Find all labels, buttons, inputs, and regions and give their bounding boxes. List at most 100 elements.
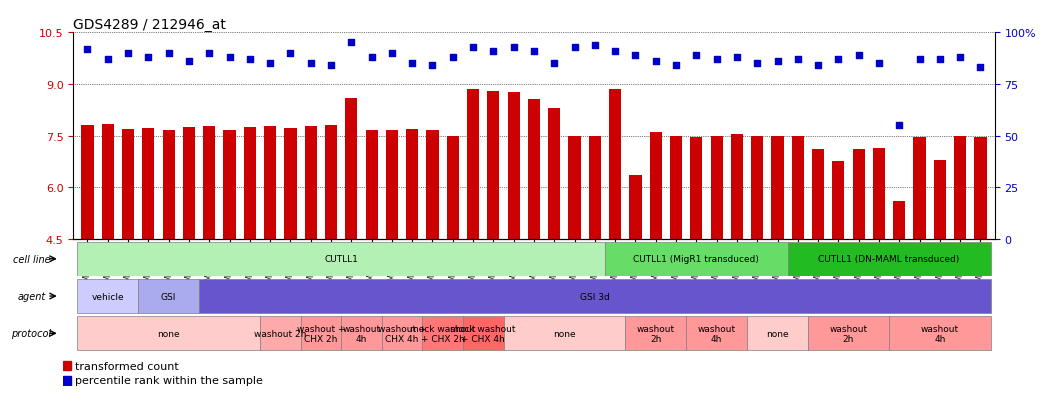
Point bbox=[809, 63, 826, 69]
FancyBboxPatch shape bbox=[77, 280, 138, 313]
Point bbox=[952, 55, 968, 61]
FancyBboxPatch shape bbox=[382, 317, 422, 350]
Bar bbox=[82, 126, 93, 394]
Bar bbox=[569, 136, 581, 394]
Bar bbox=[223, 131, 236, 394]
Bar bbox=[852, 150, 865, 394]
Bar bbox=[812, 150, 824, 394]
Text: CUTLL1 (DN-MAML transduced): CUTLL1 (DN-MAML transduced) bbox=[819, 255, 960, 263]
Point bbox=[363, 55, 380, 61]
Point bbox=[80, 46, 96, 53]
FancyBboxPatch shape bbox=[463, 317, 504, 350]
Bar bbox=[63, 376, 71, 385]
Bar bbox=[122, 129, 134, 394]
Text: transformed count: transformed count bbox=[75, 361, 179, 371]
Bar bbox=[934, 160, 945, 394]
Bar bbox=[913, 138, 926, 394]
Point bbox=[850, 52, 867, 59]
Text: agent: agent bbox=[18, 291, 45, 301]
Point bbox=[242, 57, 259, 63]
Point bbox=[911, 57, 928, 63]
Point bbox=[830, 57, 847, 63]
Text: mock washout
+ CHX 2h: mock washout + CHX 2h bbox=[409, 324, 475, 343]
Bar bbox=[751, 136, 763, 394]
Bar bbox=[203, 127, 216, 394]
Point bbox=[770, 59, 786, 65]
Text: washout +
CHX 4h: washout + CHX 4h bbox=[378, 324, 426, 343]
Point bbox=[871, 61, 888, 67]
Bar bbox=[549, 109, 560, 394]
Bar bbox=[305, 127, 317, 394]
Text: CUTLL1 (MigR1 transduced): CUTLL1 (MigR1 transduced) bbox=[633, 255, 759, 263]
Bar bbox=[365, 131, 378, 394]
FancyBboxPatch shape bbox=[504, 317, 625, 350]
Point bbox=[444, 55, 461, 61]
Point bbox=[343, 40, 360, 47]
Bar bbox=[670, 136, 682, 394]
Text: washout
2h: washout 2h bbox=[637, 324, 675, 343]
FancyBboxPatch shape bbox=[625, 317, 686, 350]
Bar bbox=[975, 138, 986, 394]
Point bbox=[322, 63, 339, 69]
Point bbox=[282, 50, 298, 57]
Bar bbox=[386, 131, 398, 394]
Point bbox=[932, 57, 949, 63]
Text: washout
4h: washout 4h bbox=[920, 324, 959, 343]
FancyBboxPatch shape bbox=[686, 317, 748, 350]
Bar bbox=[954, 136, 966, 394]
FancyBboxPatch shape bbox=[422, 317, 463, 350]
Point bbox=[566, 44, 583, 51]
Point bbox=[526, 48, 542, 55]
Text: GSI 3d: GSI 3d bbox=[580, 292, 609, 301]
Point bbox=[647, 59, 664, 65]
Point bbox=[668, 63, 685, 69]
Text: washout
2h: washout 2h bbox=[829, 324, 868, 343]
FancyBboxPatch shape bbox=[260, 317, 300, 350]
Point bbox=[465, 44, 482, 51]
Point bbox=[201, 50, 218, 57]
Text: GDS4289 / 212946_at: GDS4289 / 212946_at bbox=[73, 18, 226, 32]
Bar bbox=[406, 130, 419, 394]
FancyBboxPatch shape bbox=[199, 280, 990, 313]
FancyBboxPatch shape bbox=[889, 317, 990, 350]
Bar bbox=[467, 90, 480, 394]
Point bbox=[485, 48, 502, 55]
FancyBboxPatch shape bbox=[77, 242, 605, 276]
Text: none: none bbox=[553, 329, 576, 338]
Text: percentile rank within the sample: percentile rank within the sample bbox=[75, 375, 263, 385]
Point bbox=[404, 61, 421, 67]
Text: protocol: protocol bbox=[12, 328, 51, 339]
Bar bbox=[629, 176, 642, 394]
Point bbox=[627, 52, 644, 59]
Bar bbox=[346, 98, 357, 394]
FancyBboxPatch shape bbox=[808, 317, 889, 350]
FancyBboxPatch shape bbox=[300, 317, 341, 350]
Text: CUTLL1: CUTLL1 bbox=[325, 255, 358, 263]
Bar bbox=[792, 136, 804, 394]
Point bbox=[789, 57, 806, 63]
Bar bbox=[832, 162, 845, 394]
Text: cell line: cell line bbox=[13, 254, 50, 264]
Bar bbox=[772, 136, 783, 394]
Bar bbox=[508, 93, 519, 394]
Bar bbox=[447, 136, 459, 394]
Text: vehicle: vehicle bbox=[91, 292, 125, 301]
Point bbox=[586, 42, 603, 49]
Text: mock washout
+ CHX 4h: mock washout + CHX 4h bbox=[450, 324, 516, 343]
Bar bbox=[63, 362, 71, 370]
Point bbox=[972, 65, 988, 71]
Bar bbox=[426, 131, 439, 394]
Bar bbox=[102, 124, 114, 394]
Point bbox=[99, 57, 116, 63]
Bar bbox=[711, 136, 722, 394]
Bar bbox=[528, 100, 540, 394]
Point bbox=[506, 44, 522, 51]
Point bbox=[749, 61, 765, 67]
Point bbox=[303, 61, 319, 67]
FancyBboxPatch shape bbox=[787, 242, 990, 276]
Bar bbox=[162, 131, 175, 394]
Bar bbox=[244, 128, 255, 394]
Text: none: none bbox=[766, 329, 788, 338]
Bar bbox=[690, 138, 703, 394]
FancyBboxPatch shape bbox=[341, 317, 382, 350]
